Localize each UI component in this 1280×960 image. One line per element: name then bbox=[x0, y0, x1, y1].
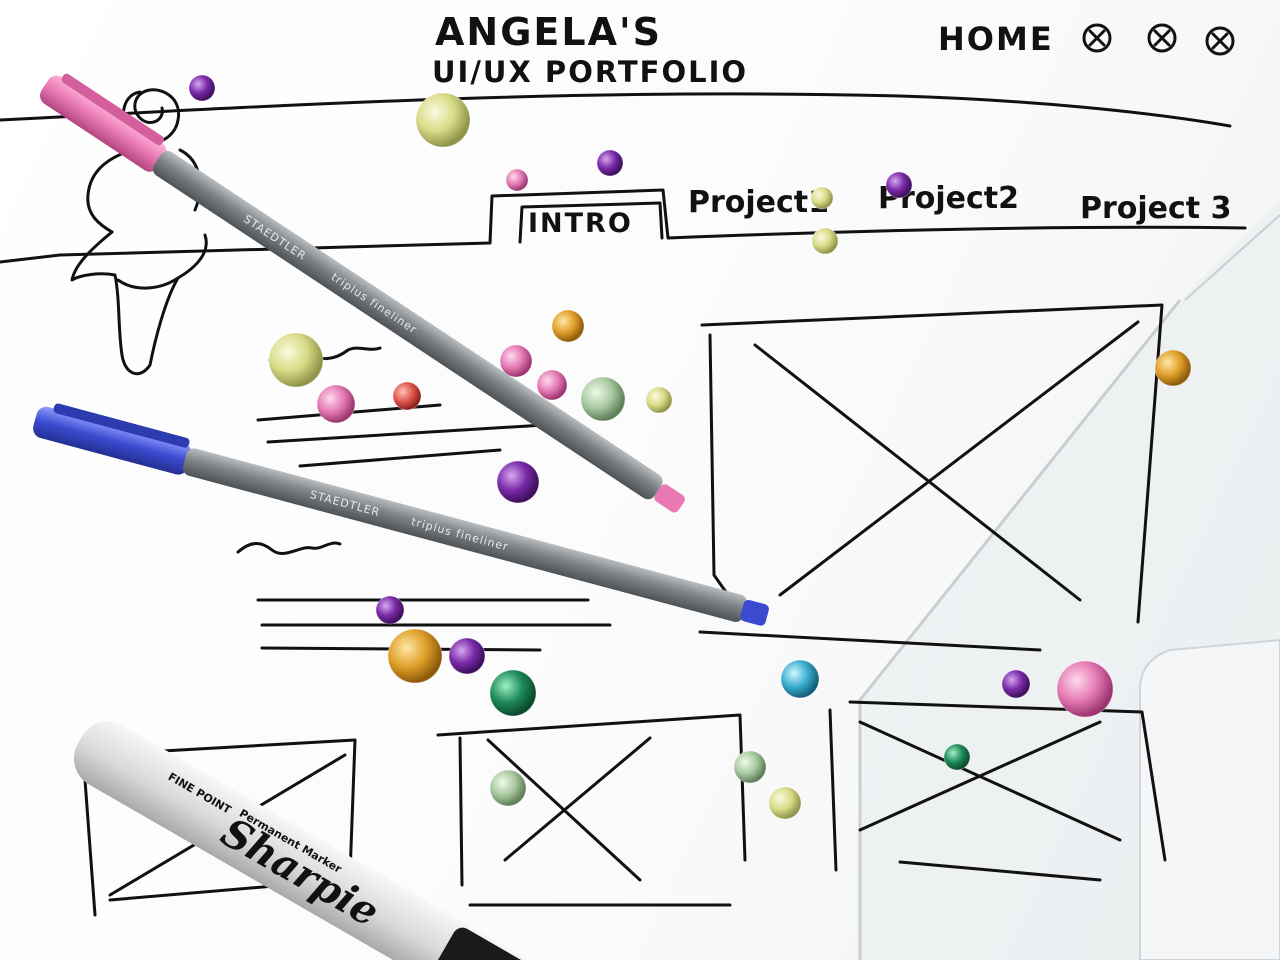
sketch-title-line2: UI/UX PORTFOLIO bbox=[432, 55, 748, 89]
hero-image-cross-2 bbox=[778, 320, 1140, 597]
gem bbox=[885, 171, 913, 199]
sketch-tab-project3: Project 3 bbox=[1080, 191, 1231, 226]
sharpie-marker: FINE POINT Sharpie Permanent Marker bbox=[73, 721, 551, 960]
text-line-2 bbox=[266, 422, 562, 444]
gem bbox=[810, 186, 834, 210]
gem bbox=[268, 332, 324, 388]
gem bbox=[489, 769, 527, 807]
hero-scribble-2 bbox=[236, 541, 342, 555]
gem bbox=[499, 344, 533, 378]
gem bbox=[733, 750, 767, 784]
thumb-2-box bbox=[436, 713, 747, 907]
gem bbox=[811, 227, 839, 255]
intro-tab-box bbox=[518, 201, 664, 244]
sketch-title-line1: ANGELA'S bbox=[435, 10, 662, 54]
sketch-nav-home: HOME bbox=[938, 20, 1054, 58]
hero-image-cross-1 bbox=[753, 343, 1082, 602]
gem bbox=[489, 669, 537, 717]
gem bbox=[780, 659, 820, 699]
gem bbox=[768, 786, 802, 820]
gem bbox=[316, 384, 356, 424]
gem bbox=[943, 743, 971, 771]
gem-scatter bbox=[188, 74, 1192, 820]
thumb-3-cross-2 bbox=[858, 720, 1102, 832]
gem bbox=[536, 369, 568, 401]
gem bbox=[645, 386, 673, 414]
gem bbox=[188, 74, 216, 102]
gem bbox=[375, 595, 405, 625]
gem bbox=[387, 628, 443, 684]
gem bbox=[1056, 660, 1114, 718]
sketch-tab-project1: Project1 bbox=[688, 185, 829, 220]
header-divider bbox=[0, 92, 1232, 128]
pink-pen-model: triplus fineliner bbox=[329, 270, 420, 336]
gem bbox=[580, 376, 626, 422]
gem bbox=[415, 92, 471, 148]
gem bbox=[596, 149, 624, 177]
gem bbox=[551, 309, 585, 343]
gem bbox=[505, 168, 529, 192]
social-icons bbox=[1082, 23, 1235, 56]
thumb-3-box bbox=[828, 700, 1167, 882]
sketch-tab-intro: INTRO bbox=[528, 208, 633, 239]
text-line-3 bbox=[298, 448, 502, 468]
gem bbox=[496, 460, 540, 504]
gem bbox=[392, 381, 422, 411]
thumb-2-cross-2 bbox=[503, 736, 652, 862]
gem bbox=[448, 637, 486, 675]
gem bbox=[1154, 349, 1192, 387]
gem bbox=[1001, 669, 1031, 699]
thumb-3-cross-1 bbox=[858, 720, 1122, 842]
tab-bar-line bbox=[0, 188, 1247, 264]
